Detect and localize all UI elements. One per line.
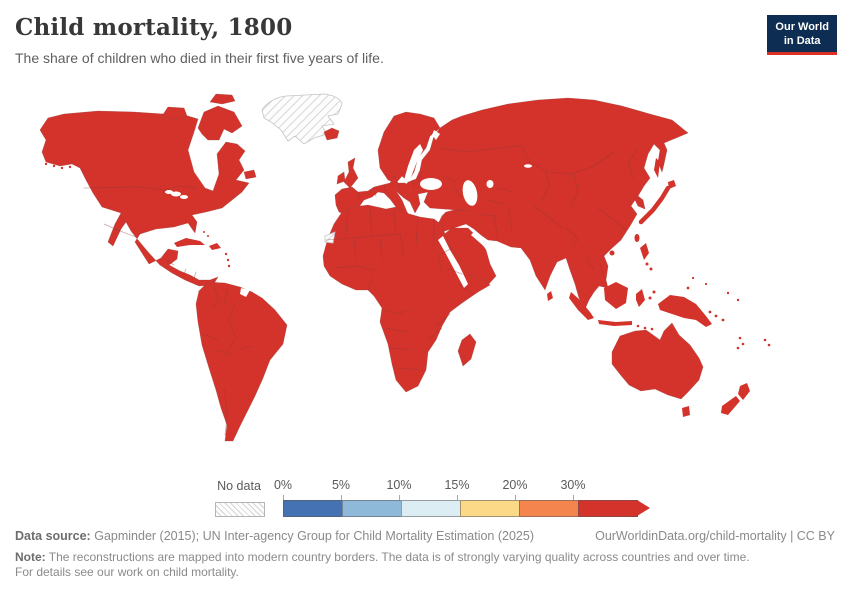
legend-bin-30-plus[interactable] — [578, 500, 638, 517]
region-sulawesi[interactable] — [636, 289, 645, 307]
legend-tickmark — [283, 495, 284, 500]
region-sakhalin[interactable] — [654, 158, 660, 178]
region-sumatra[interactable] — [569, 292, 594, 320]
lesser-sunda-islands[interactable] — [636, 290, 656, 331]
region-ireland[interactable] — [336, 171, 346, 185]
chart-header: Child mortality, 1800 The share of child… — [15, 14, 835, 66]
legend-tick-1: 5% — [331, 478, 351, 492]
region-japan[interactable] — [638, 185, 671, 225]
note-text-line2: For details see our work on child mortal… — [15, 565, 239, 580]
note-text-line1: The reconstructions are mapped into mode… — [48, 550, 750, 564]
region-tasmania[interactable] — [682, 406, 690, 417]
data-source-text: Gapminder (2015); UN Inter-agency Group … — [94, 529, 534, 543]
pacific-islands[interactable] — [686, 276, 771, 350]
no-data-swatch[interactable] — [215, 502, 265, 517]
legend-tickmark — [399, 495, 400, 500]
region-western-sahara-no-data[interactable] — [324, 231, 336, 244]
page-title: Child mortality, 1800 — [15, 14, 293, 41]
region-north-america[interactable] — [39, 110, 250, 287]
legend-bin-0-5[interactable] — [283, 500, 343, 517]
world-choropleth-map[interactable] — [38, 88, 795, 465]
owid-logo-line1: Our World — [775, 21, 829, 33]
region-madagascar[interactable] — [457, 333, 477, 367]
region-eurasia[interactable] — [334, 97, 689, 310]
philippine-islands[interactable] — [645, 262, 653, 271]
footer-note: Note: The reconstructions are mapped int… — [15, 550, 835, 581]
region-greenland-no-data[interactable] — [261, 93, 343, 145]
aleutian-islands[interactable] — [44, 162, 72, 170]
region-french-guiana-gap — [240, 288, 250, 297]
source-line: Data source: Gapminder (2015); UN Inter-… — [15, 529, 835, 543]
world-map-svg[interactable] — [38, 88, 795, 465]
region-hispaniola[interactable] — [209, 243, 221, 250]
legend-bin-15-20[interactable] — [460, 500, 520, 517]
legend-tickmark — [341, 495, 342, 500]
owid-logo[interactable]: Our World in Data — [767, 15, 837, 56]
legend-bin-20-30[interactable] — [519, 500, 579, 517]
legend-color-bar — [283, 500, 650, 517]
data-source-label: Data source: — [15, 529, 91, 543]
chart-footer: Data source: Gapminder (2015); UN Inter-… — [15, 529, 835, 581]
legend-tickmark — [515, 495, 516, 500]
legend-tick-5: 30% — [560, 478, 586, 492]
no-data-label: No data — [217, 479, 261, 493]
region-philippines[interactable] — [640, 243, 649, 260]
owid-logo-line2: in Data — [783, 35, 821, 48]
inland-seas — [165, 130, 532, 288]
country-borders — [83, 145, 639, 436]
legend-tick-0: 0% — [273, 478, 293, 492]
region-victoria-island[interactable] — [161, 106, 188, 121]
region-new-zealand-north[interactable] — [738, 383, 750, 400]
region-borneo[interactable] — [604, 282, 628, 309]
attribution: OurWorldinData.org/child-mortality | CC … — [595, 529, 835, 543]
legend-bin-10-15[interactable] — [401, 500, 461, 517]
legend-open-ended-arrow-icon — [637, 500, 650, 516]
region-hainan[interactable] — [609, 250, 615, 256]
legend-tick-2: 10% — [386, 478, 412, 492]
map-legend: No data 0% 5% 10% 15% 20% 30% — [0, 478, 850, 518]
region-great-britain[interactable] — [343, 157, 359, 189]
caribbean-islands[interactable] — [203, 231, 231, 268]
region-south-america[interactable] — [195, 281, 288, 442]
legend-tickmark — [573, 495, 574, 500]
legend-tickmark — [457, 495, 458, 500]
legend-tick-4: 20% — [502, 478, 528, 492]
region-sri-lanka[interactable] — [547, 291, 553, 301]
region-baffin-island[interactable] — [197, 105, 243, 141]
region-ellesmere-island[interactable] — [209, 93, 236, 105]
legend-bin-5-10[interactable] — [342, 500, 402, 517]
region-hokkaido[interactable] — [668, 180, 676, 189]
region-taiwan[interactable] — [634, 234, 640, 242]
region-java[interactable] — [598, 320, 632, 326]
region-australia[interactable] — [611, 322, 704, 400]
chart-subtitle: The share of children who died in their … — [15, 50, 384, 66]
note-label: Note: — [15, 550, 46, 564]
region-new-zealand-south[interactable] — [721, 396, 740, 415]
data-source: Data source: Gapminder (2015); UN Inter-… — [15, 529, 534, 543]
region-iceland[interactable] — [323, 127, 340, 141]
region-newfoundland[interactable] — [243, 169, 257, 180]
region-cuba[interactable] — [174, 238, 205, 247]
region-new-guinea[interactable] — [658, 295, 712, 327]
legend-tick-3: 15% — [444, 478, 470, 492]
